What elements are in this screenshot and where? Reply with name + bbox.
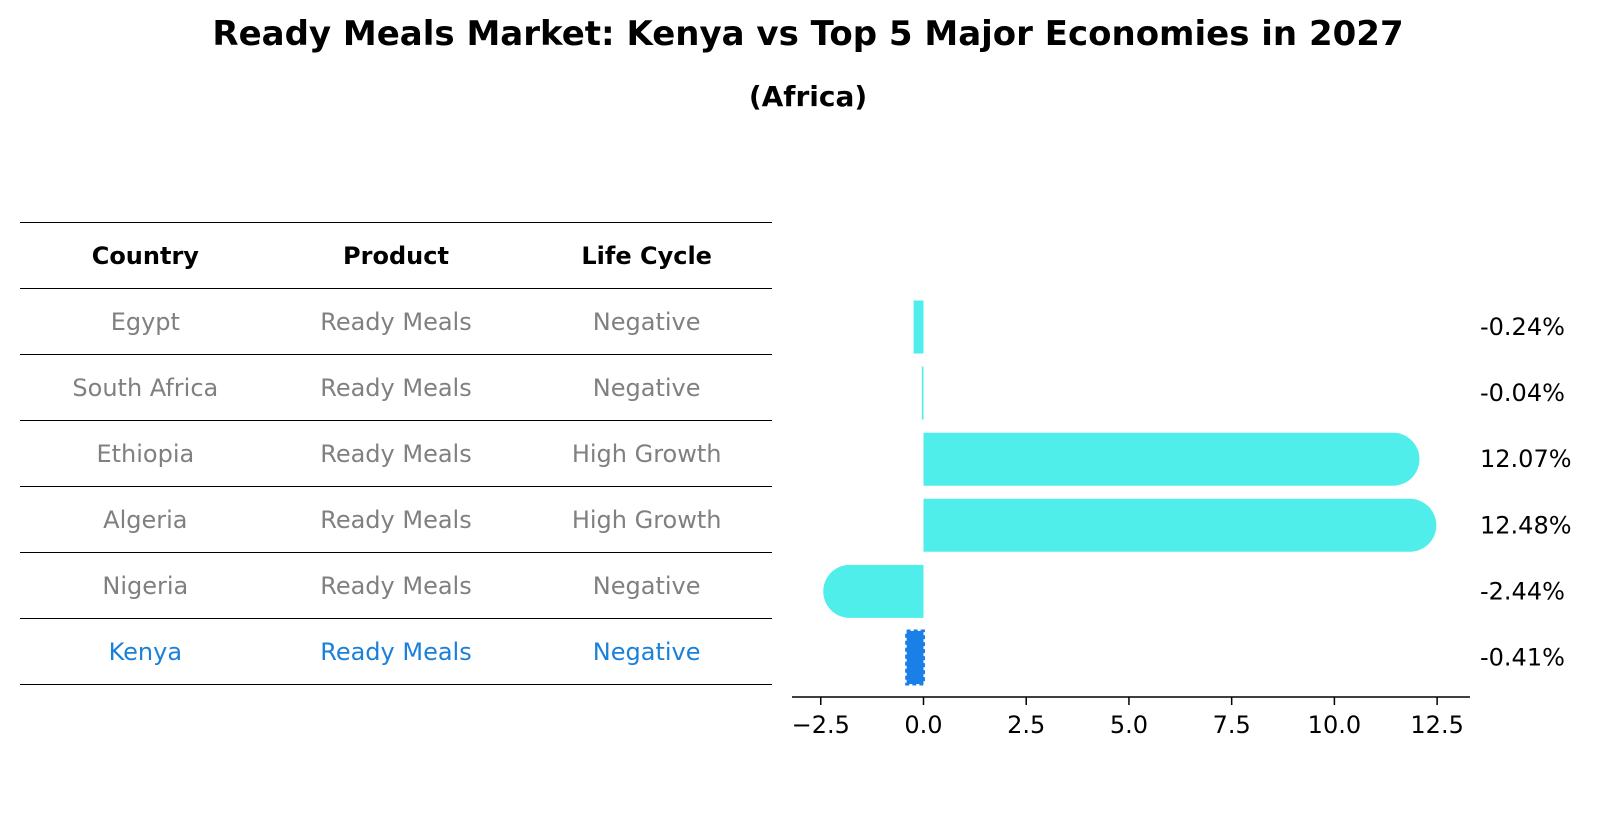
bar — [823, 564, 924, 618]
bar — [923, 498, 1437, 552]
x-tick-label: 10.0 — [1308, 711, 1361, 739]
bar-value-label: -0.41% — [1480, 644, 1565, 672]
cell-product: Ready Meals — [270, 420, 522, 487]
x-tick-label: −2.5 — [792, 711, 850, 739]
x-tick-label: 0.0 — [904, 711, 942, 739]
bar-value-label: -0.24% — [1480, 313, 1565, 341]
cell-country: Ethiopia — [20, 420, 271, 487]
table-header-row: Country Product Life Cycle — [20, 222, 772, 289]
cell-life-cycle: High Growth — [521, 486, 772, 553]
cell-product: Ready Meals — [270, 552, 522, 619]
table-row: Egypt Ready Meals Negative — [20, 288, 772, 355]
x-tick-label: 5.0 — [1110, 711, 1148, 739]
bar-value-label: -0.04% — [1480, 379, 1565, 407]
x-tick-label: 7.5 — [1213, 711, 1251, 739]
cell-country: Egypt — [20, 288, 271, 355]
bar-highlight — [905, 629, 925, 686]
cell-life-cycle: Negative — [521, 552, 772, 619]
header-country: Country — [20, 222, 271, 289]
table-row: South Africa Ready Meals Negative — [20, 354, 772, 421]
header-product: Product — [270, 222, 522, 289]
cell-country: Nigeria — [20, 552, 271, 619]
cell-country: Algeria — [20, 486, 271, 553]
cell-product: Ready Meals — [270, 288, 522, 355]
bar — [923, 432, 1420, 486]
cell-life-cycle: High Growth — [521, 420, 772, 487]
country-table: Country Product Life Cycle Egypt Ready M… — [20, 222, 772, 685]
cell-life-cycle: Negative — [521, 288, 772, 355]
table-row: Nigeria Ready Meals Negative — [20, 552, 772, 619]
table-row-highlight: Kenya Ready Meals Negative — [20, 618, 772, 685]
cell-product: Ready Meals — [270, 354, 522, 421]
cell-product: Ready Meals — [270, 486, 522, 553]
bar-value-label: 12.48% — [1480, 511, 1572, 539]
cell-country: Kenya — [20, 618, 271, 685]
x-tick-label: 12.5 — [1410, 711, 1463, 739]
header-life-cycle: Life Cycle — [521, 222, 772, 289]
bar — [913, 300, 924, 354]
bar-value-label: -2.44% — [1480, 577, 1565, 605]
cell-country: South Africa — [20, 354, 271, 421]
table-row: Ethiopia Ready Meals High Growth — [20, 420, 772, 487]
bar-value-label: 12.07% — [1480, 445, 1572, 473]
cell-life-cycle: Negative — [521, 354, 772, 421]
cell-product: Ready Meals — [270, 618, 522, 685]
chart-subtitle: (Africa) — [748, 80, 868, 113]
chart-title: Ready Meals Market: Kenya vs Top 5 Major… — [212, 14, 1404, 54]
table-row: Algeria Ready Meals High Growth — [20, 486, 772, 553]
x-tick-label: 2.5 — [1007, 711, 1045, 739]
bar — [921, 366, 924, 420]
cell-life-cycle: Negative — [521, 618, 772, 685]
